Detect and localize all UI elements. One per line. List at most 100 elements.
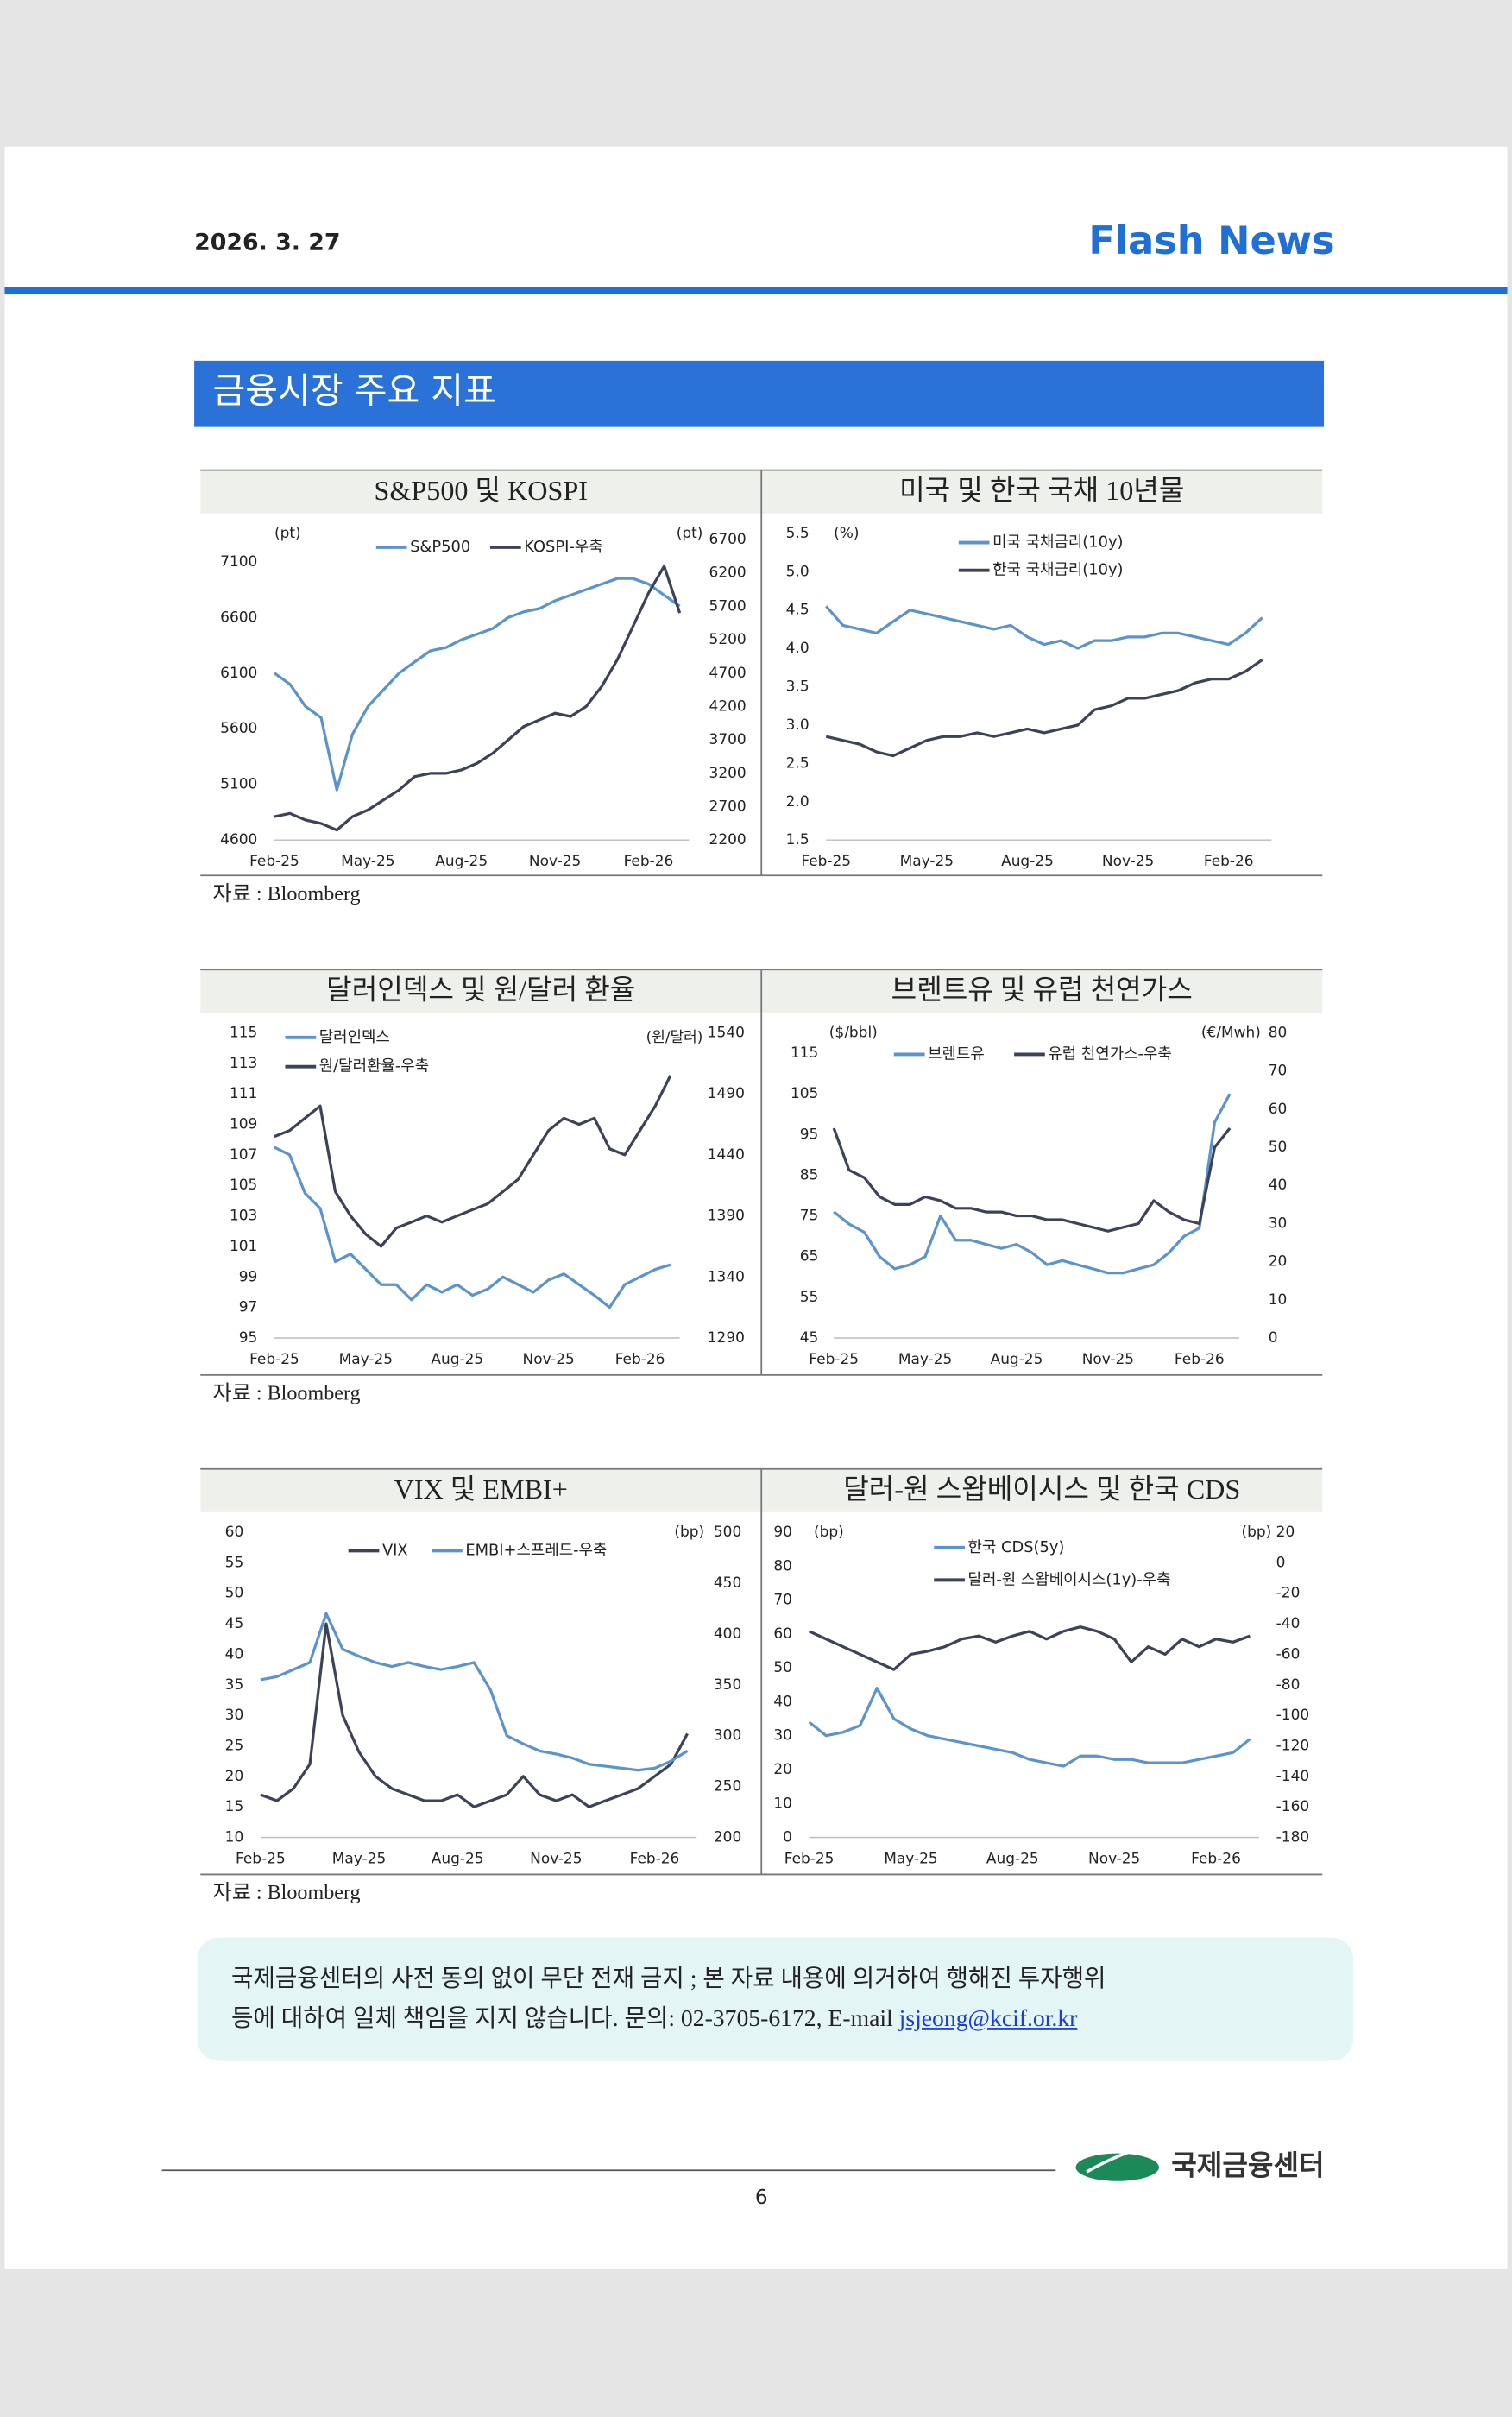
header-rule <box>4 287 1508 295</box>
x-tick-label: Feb-25 <box>249 1350 299 1367</box>
x-tick-label: Feb-25 <box>236 1850 286 1867</box>
page-number: 6 <box>755 2186 768 2209</box>
y-tick-label: 45 <box>225 1614 244 1631</box>
y-tick-label: 0 <box>783 1828 792 1846</box>
y2-unit: (€/Mwh) <box>1201 1023 1261 1040</box>
y2-tick-label: 2700 <box>709 798 747 815</box>
series-line <box>260 1612 689 1772</box>
x-tick-label: May-25 <box>900 852 954 869</box>
y2-tick-label: 50 <box>1269 1138 1288 1155</box>
y2-tick-label: 3700 <box>709 730 747 748</box>
y-tick-label: 7100 <box>220 552 257 570</box>
section-bar <box>194 360 1325 427</box>
series-line <box>274 1075 672 1248</box>
y-tick-label: 10 <box>225 1828 244 1846</box>
series-line <box>832 1126 1232 1233</box>
y-tick-label: 6100 <box>220 664 257 681</box>
y-tick-label: 4.5 <box>786 601 810 618</box>
y-tick-label: 5.0 <box>786 562 810 579</box>
disclaimer-box <box>197 1937 1353 2061</box>
y2-tick-label: 350 <box>714 1675 741 1693</box>
y-tick-label: 113 <box>230 1054 257 1071</box>
x-tick-label: Nov-25 <box>523 1350 575 1367</box>
y-tick-label: 99 <box>239 1267 258 1284</box>
x-tick-label: Aug-25 <box>435 852 488 869</box>
x-tick-label: May-25 <box>884 1850 937 1867</box>
y2-tick-label: 0 <box>1269 1328 1278 1346</box>
email-link[interactable]: jsjeong@kcif.or.kr <box>898 2004 1078 2031</box>
y-tick-label: 85 <box>800 1165 819 1183</box>
y2-tick-label: -100 <box>1276 1706 1309 1723</box>
y2-tick-label: 4200 <box>709 697 747 714</box>
y-tick-label: 65 <box>800 1247 819 1265</box>
y2-tick-label: 1390 <box>708 1207 745 1224</box>
y2-tick-label: 0 <box>1276 1553 1286 1570</box>
x-tick-label: Feb-26 <box>630 1850 680 1867</box>
panel-title: S&P500 및 KOSPI <box>375 475 588 506</box>
y2-tick-label: 6700 <box>709 530 747 547</box>
legend-label: 달러-원 스왑베이시스(1y)-우축 <box>968 1570 1171 1588</box>
y-tick-label: 60 <box>225 1523 244 1540</box>
panel-title: 달러인덱스 및 원/달러 환율 <box>326 974 635 1005</box>
y2-tick-label: 60 <box>1269 1100 1288 1117</box>
y2-tick-label: -80 <box>1276 1675 1301 1693</box>
y-tick-label: 75 <box>800 1207 819 1224</box>
series-line <box>825 605 1263 650</box>
y2-tick-label: -140 <box>1276 1767 1309 1784</box>
disclaimer-text: 등에 대하여 일체 책임을 지지 않습니다. 문의: 02-3705-6172,… <box>231 2004 899 2031</box>
series-line <box>274 565 682 832</box>
panel-title: 달러-원 스왑베이시스 및 한국 CDS <box>843 1474 1240 1505</box>
series-line <box>825 659 1263 758</box>
y2-tick-label: 200 <box>714 1828 741 1846</box>
y-tick-label: 4600 <box>220 830 257 848</box>
y-tick-label: 50 <box>225 1584 244 1601</box>
y2-tick-label: 40 <box>1269 1176 1288 1193</box>
legend-label: 한국 국채금리(10y) <box>992 561 1123 579</box>
y2-tick-label: 70 <box>1269 1062 1288 1079</box>
x-tick-label: Feb-26 <box>615 1350 665 1367</box>
y-tick-label: 15 <box>225 1797 244 1814</box>
y2-tick-label: 250 <box>714 1777 741 1795</box>
y-unit: ($/bbl) <box>829 1023 878 1040</box>
source-note: 자료 : Bloomberg <box>213 1382 361 1405</box>
y-tick-label: 3.5 <box>786 678 810 695</box>
y2-unit: (bp) <box>1242 1523 1272 1540</box>
x-tick-label: Feb-26 <box>1191 1850 1241 1867</box>
legend-label: VIX <box>382 1541 408 1559</box>
y-tick-label: 95 <box>239 1328 258 1346</box>
y2-tick-label: 6200 <box>709 564 747 581</box>
x-tick-label: May-25 <box>898 1350 952 1367</box>
y2-tick-label: 1540 <box>708 1023 745 1040</box>
y-tick-label: 5600 <box>220 719 257 736</box>
y2-tick-label: 20 <box>1269 1253 1288 1270</box>
y-tick-label: 40 <box>773 1692 792 1709</box>
y-tick-label: 97 <box>239 1298 258 1316</box>
y2-tick-label: -180 <box>1276 1828 1309 1846</box>
logo-swoosh <box>1086 2141 1160 2174</box>
panel-title-band <box>761 470 1323 514</box>
logo-text: 국제금융센터 <box>1171 2149 1324 2182</box>
disclaimer-line: 등에 대하여 일체 책임을 지지 않습니다. 문의: 02-3705-6172,… <box>231 2004 1077 2031</box>
x-tick-label: Feb-25 <box>784 1850 835 1867</box>
y2-tick-label: 30 <box>1269 1214 1288 1231</box>
panel-title-band <box>200 470 762 514</box>
brand: Flash News <box>1088 218 1334 263</box>
y2-tick-label: 500 <box>714 1523 741 1540</box>
y-tick-label: 105 <box>230 1176 257 1193</box>
y-tick-label: 35 <box>225 1675 244 1693</box>
y-tick-label: 101 <box>230 1237 257 1254</box>
y-tick-label: 50 <box>773 1658 792 1675</box>
series-line <box>808 1687 1251 1768</box>
legend-label: 유럽 천연가스-우축 <box>1048 1044 1171 1063</box>
x-tick-label: Feb-26 <box>1175 1350 1225 1367</box>
y-tick-label: 70 <box>773 1591 792 1608</box>
legend-label: 한국 CDS(5y) <box>968 1538 1065 1556</box>
y-tick-label: 80 <box>773 1556 792 1574</box>
y2-tick-label: -40 <box>1276 1614 1301 1631</box>
y2-tick-label: 3200 <box>709 764 747 781</box>
legend-label: 미국 국채금리(10y) <box>992 533 1123 552</box>
series-line <box>833 1093 1232 1275</box>
y-tick-label: 90 <box>773 1523 792 1540</box>
legend-label: KOSPI-우축 <box>524 538 602 556</box>
